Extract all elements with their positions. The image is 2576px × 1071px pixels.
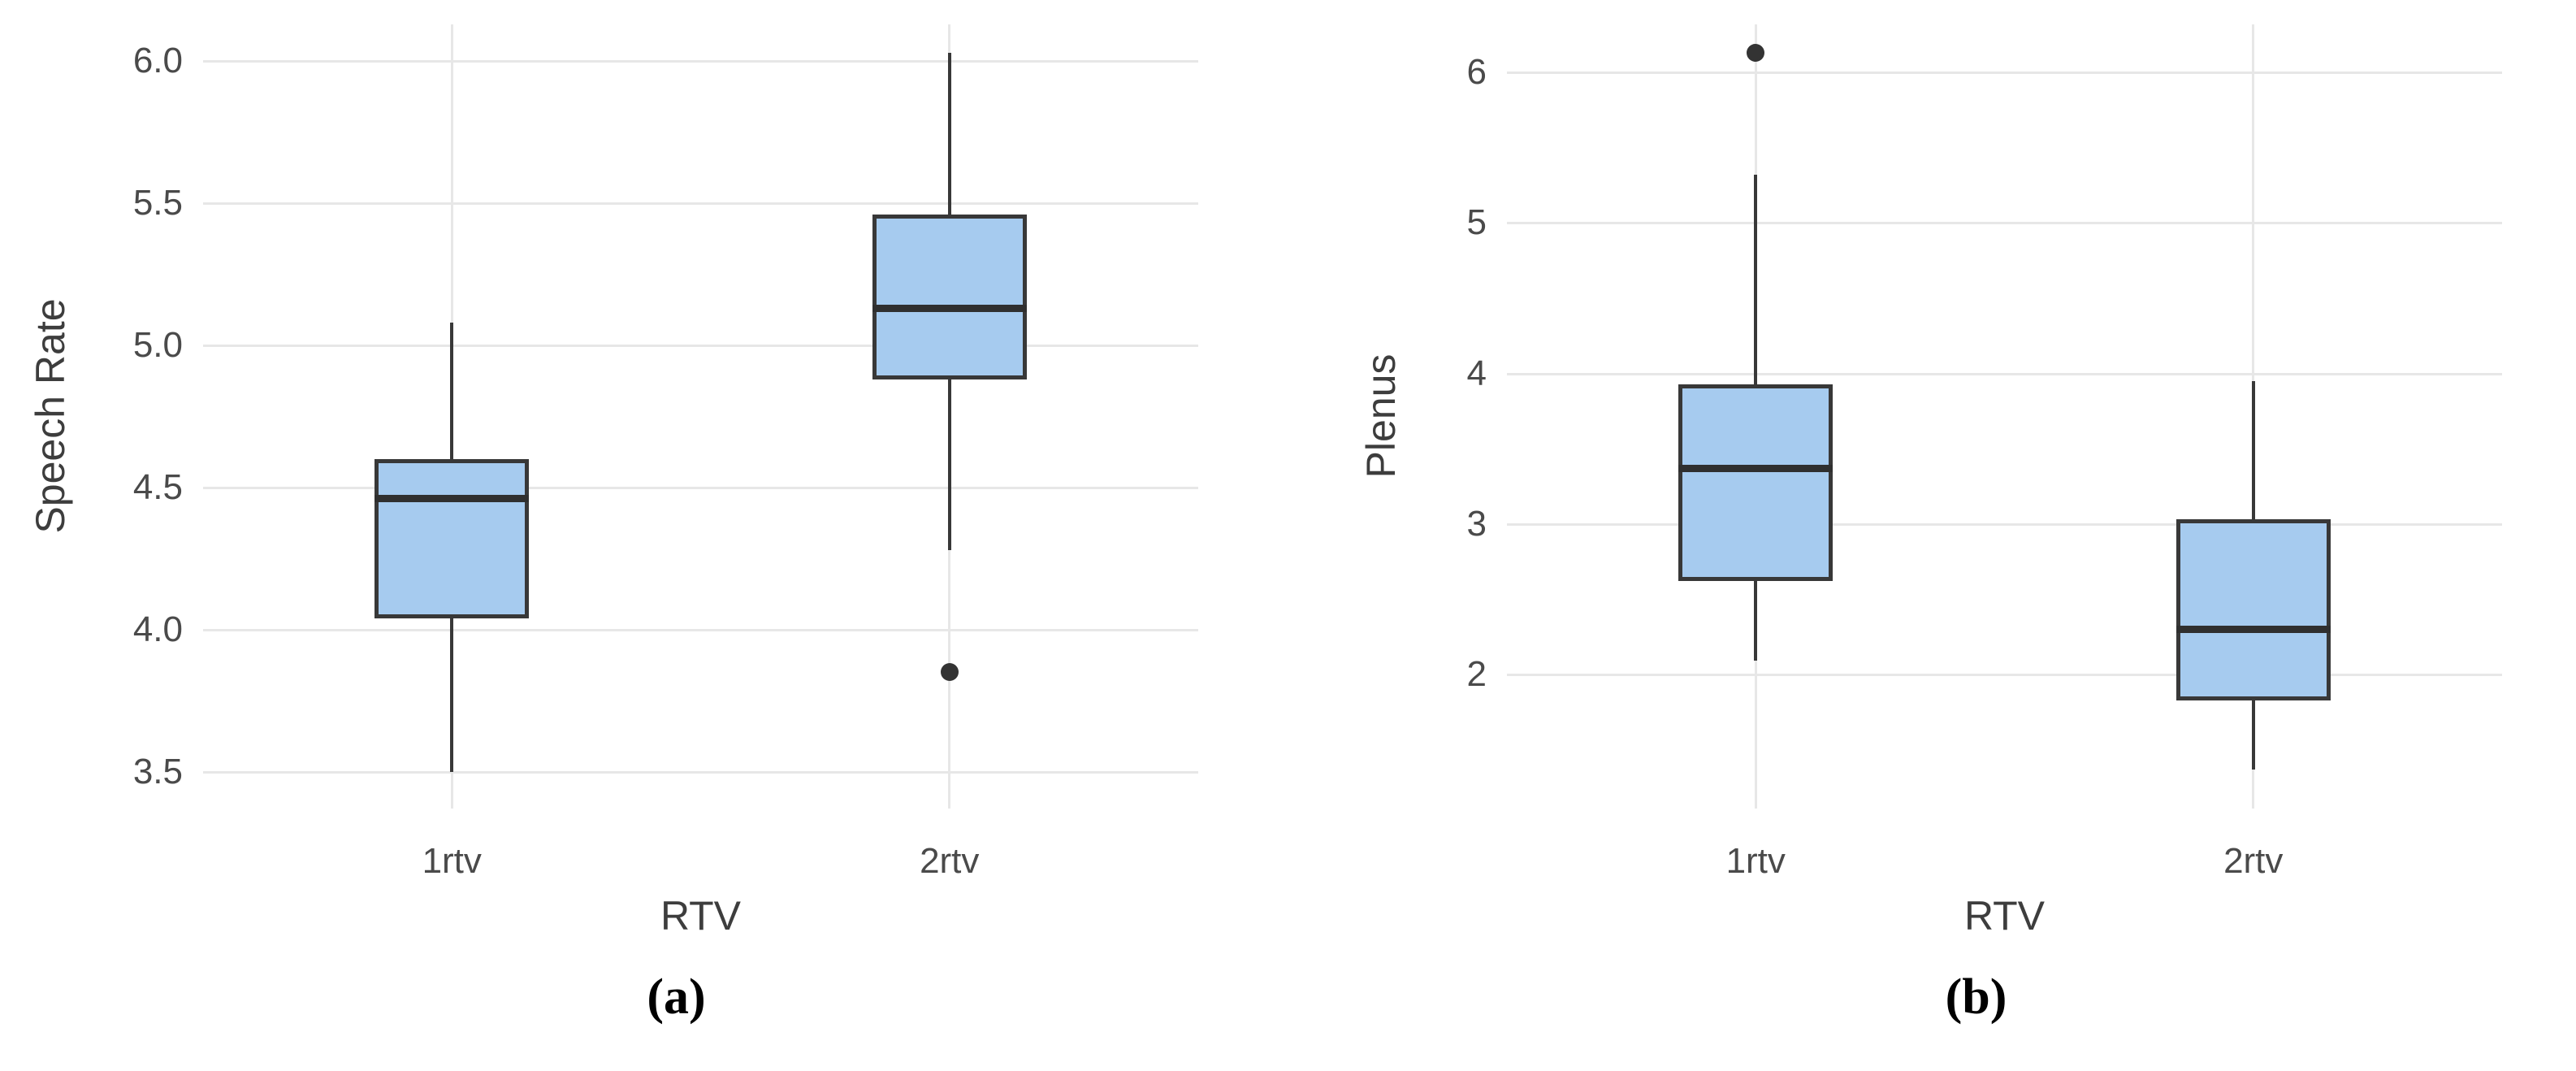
median-line-1rtv <box>374 495 530 503</box>
x-tick-label: 1rtv <box>422 841 482 881</box>
gridline-horizontal <box>1507 222 2502 225</box>
upper-whisker-1rtv <box>1754 175 1758 384</box>
subfigure-label-a: (a) <box>647 969 706 1025</box>
box-1rtv <box>1678 384 1834 582</box>
median-line-1rtv <box>1678 464 1834 472</box>
gridline-horizontal <box>1507 674 2502 677</box>
y-tick-label: 4.0 <box>132 609 183 649</box>
gridline-horizontal <box>1507 72 2502 75</box>
gridline-horizontal <box>203 60 1198 63</box>
x-tick-label: 1rtv <box>1725 841 1786 881</box>
median-line-2rtv <box>872 305 1027 313</box>
upper-whisker-2rtv <box>947 52 951 215</box>
y-tick-label: 5.5 <box>132 183 183 223</box>
y-axis-title-speech-rate: Speech Rate <box>28 298 73 534</box>
gridline-horizontal <box>203 770 1198 774</box>
y-tick-label: 4.5 <box>132 466 183 507</box>
upper-whisker-2rtv <box>2251 380 2255 520</box>
y-tick-label: 4 <box>1466 353 1487 393</box>
gridline-horizontal <box>1507 372 2502 375</box>
y-tick-label: 2 <box>1466 654 1487 695</box>
y-tick-label: 3 <box>1466 503 1487 544</box>
plot-panel-b: 2 3 4 5 6 1rtv 2rtv <box>1467 24 2502 881</box>
y-tick-label: 3.5 <box>132 751 183 791</box>
y-tick-label: 6 <box>1466 52 1487 93</box>
subfigure-label-b: (b) <box>1945 969 2007 1025</box>
y-tick-label: 5.0 <box>132 325 183 366</box>
box-2rtv <box>872 215 1027 380</box>
y-tick-label: 6.0 <box>132 41 183 81</box>
gridline-horizontal <box>203 345 1198 348</box>
plot-panel-a: 3.5 4.0 4.5 5.0 5.5 6.0 1rtv 2rtv <box>133 24 1198 881</box>
x-axis-title-b: RTV <box>1963 893 2046 939</box>
lower-whisker-1rtv <box>450 618 454 772</box>
gridline-horizontal <box>203 628 1198 631</box>
x-axis-title-a: RTV <box>660 893 742 939</box>
x-tick-label: 2rtv <box>920 841 980 881</box>
y-tick-label: 5 <box>1466 202 1487 243</box>
box-1rtv <box>374 458 530 618</box>
outlier-point <box>940 663 959 682</box>
outlier-point <box>1747 44 1765 63</box>
x-tick-label: 2rtv <box>2223 841 2284 881</box>
gridline-horizontal <box>203 486 1198 489</box>
median-line-2rtv <box>2176 626 2331 634</box>
lower-whisker-2rtv <box>2251 700 2255 770</box>
gridline-horizontal <box>1507 522 2502 526</box>
box-2rtv <box>2176 519 2331 700</box>
gridline-horizontal <box>203 202 1198 206</box>
lower-whisker-1rtv <box>1754 581 1758 661</box>
upper-whisker-1rtv <box>450 323 454 459</box>
lower-whisker-2rtv <box>947 379 951 550</box>
